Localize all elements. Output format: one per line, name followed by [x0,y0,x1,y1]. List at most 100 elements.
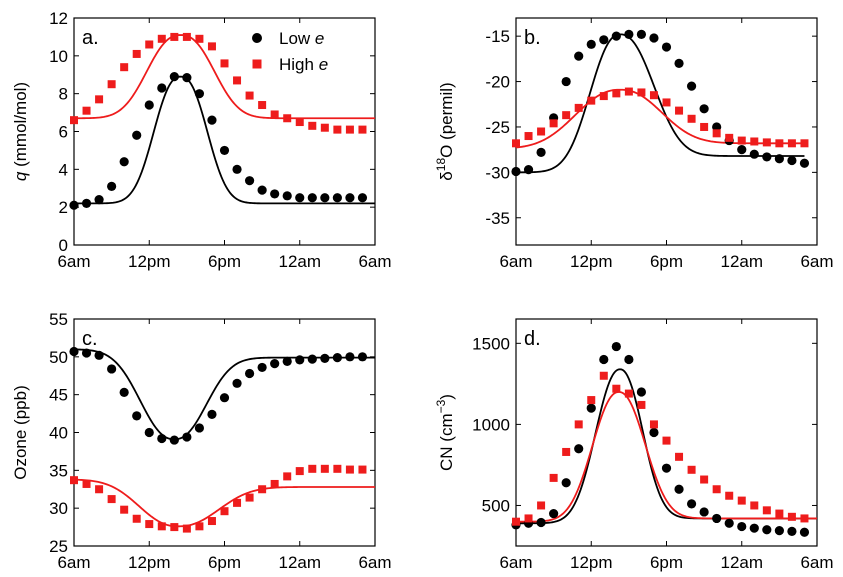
panel-b-point-high [649,91,658,100]
panel-b-point-high [762,138,771,147]
panel-a-ylabel: q (mmol/mol) [11,82,30,181]
panel-d-point-high [562,447,571,456]
panel-b-point-low [523,165,534,175]
panel-c-point-high [233,498,242,507]
panel-b-point-high [737,136,746,145]
panel-c-ytick-label: 45 [49,386,68,405]
panel-c-point-low [257,362,267,373]
panel-b-point-low [511,166,521,177]
panel-c-point-high [107,495,116,504]
panel-a-fit-low [74,75,375,205]
panel-d-point-high [775,509,784,518]
panel-d-point-low [611,341,621,352]
panel-a-fit-high [73,34,375,120]
panel-c-point-high [132,514,141,523]
panel-d-point-high [737,496,746,505]
panel-d-point-high [624,389,633,398]
panel-d-point-high [587,396,596,405]
panel-b-point-low [699,104,709,114]
panel-a-point-low [307,193,317,203]
panel-b-point-high [700,122,709,131]
panel-a-point-low [282,191,292,201]
panel-c-point-low [169,435,179,445]
panel-b-point-high [562,111,571,120]
panel-a-point-low [132,130,142,140]
panel-d-xtick-label: 12am [720,553,763,572]
panel-d-point-low [774,525,784,536]
panel-a-ytick-label: 6 [59,123,68,142]
panel-a-point-high [295,118,304,127]
panel-c-point-high [358,465,367,474]
panel-b-point-high [800,139,809,148]
panel-a-point-low [219,145,230,156]
panel-b-point-low [611,31,621,41]
panel-d-point-low [674,484,684,494]
panel-b-point-high [624,87,633,96]
panel-a-point-high [333,125,342,134]
panel-c-point-high [95,485,104,494]
panel-a-point-low [107,181,117,191]
panel-a-xtick-label: 12pm [128,252,171,271]
panel-d-ylabel: CN (cm−3) [434,394,456,471]
panel-c-point-low [357,352,368,362]
panel-b: -35 -30 -25 -20 -15 6am 12pm 6pm 12am 6am δ18O (pe… [434,17,834,271]
panel-d-point-low [749,523,759,533]
panel-c-xtick-label: 6am [57,553,90,572]
panel-a-ytick-label: 4 [59,160,68,179]
panel-b-point-high [512,139,520,148]
panel-c-point-high [245,493,254,502]
panel-a-point-high [195,34,204,43]
panel-b-point-high [574,103,583,112]
panel-a-point-low [81,198,92,208]
panel-c-point-low [144,427,154,438]
panel-b-point-low [649,33,659,43]
panel-c-point-high [157,522,166,531]
panel-c-ytick-label: 25 [49,537,68,556]
panel-b-point-high [750,137,759,146]
panel-b-xtick-label: 12pm [570,252,613,271]
panel-b-label: b. [524,27,541,49]
panel-d-point-low [574,444,584,454]
panel-c-xtick-label: 6am [358,553,391,572]
panel-d-point-low [787,526,797,537]
panel-a-point-high [308,121,317,130]
panel-a-point-low [244,176,255,186]
panel-c-point-low [94,350,104,360]
panel-a-point-high [258,101,267,110]
panel-d-point-high [762,506,771,515]
panel-c-ytick-label: 35 [49,461,68,480]
panel-a-point-high [245,91,254,100]
panel-c-point-high [82,479,91,488]
panel-c-point-low [132,411,142,421]
panel-a-point-high [233,76,242,85]
panel-c-point-high [170,523,179,532]
panel-c-xtick-label: 12am [278,553,321,572]
panel-d-point-high [537,501,546,510]
panel-d-xtick-label: 6am [800,553,833,572]
panel-d-point-low [737,521,747,532]
panel-c-point-low [232,378,242,388]
panel-d-point-low [649,427,659,438]
panel-a-point-low [320,193,330,203]
panel-c-ytick-label: 50 [49,348,68,367]
panel-a-point-high [320,123,329,132]
panel-d-ytick-label: 500 [482,496,510,515]
panel-c: 25 30 35 40 45 50 55 6am 12pm 6pm 12am 6am Ozone (pp… [11,310,392,572]
panel-b-point-low [712,122,722,132]
panel-c-point-high [308,464,317,473]
panel-d-point-low [561,478,571,488]
panel-b-point-high [537,127,546,136]
panel-b-ytick-label: -25 [485,118,510,137]
panel-c-point-high [220,507,229,516]
panel-c-point-high [295,467,304,476]
panel-a-point-low [157,83,167,93]
panel-d-point-high [649,420,658,429]
panel-d-point-high [687,465,696,474]
panel-a-point-high [145,40,154,49]
panel-a-point-low [295,193,305,203]
panel-c-point-low [119,387,129,397]
panel-a-point-high [120,63,129,72]
panel-c-point-low [307,354,317,364]
panel-c-xtick-label: 12pm [128,553,171,572]
panel-d-point-high [787,512,796,521]
